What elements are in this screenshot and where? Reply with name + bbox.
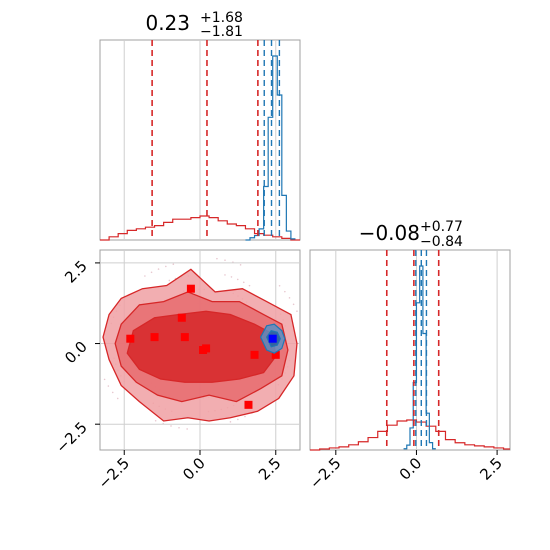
hist1-title-plus: +1.68 (200, 10, 243, 26)
contour-bg-point (103, 378, 106, 381)
contour-bg-point (144, 275, 146, 277)
contour-ytick-label-0: 2.5 (61, 257, 91, 287)
contour-bg-point (296, 310, 298, 312)
contour-ytick-label-2: −2.5 (52, 418, 90, 456)
contour-ytick-label-1: 0.0 (61, 338, 91, 368)
hist2-xtick-label-0: −2.5 (306, 454, 344, 492)
hist2-xtick-label-2: 2.5 (476, 454, 506, 484)
hist2-title-median: −0.08 (359, 221, 420, 245)
red-marker-1 (150, 333, 159, 342)
hist1-blue-histogram (245, 55, 296, 241)
contour-bg-point (186, 428, 188, 430)
contour-bg-point (154, 419, 157, 422)
blue-marker-0 (268, 334, 277, 343)
contour-bg-point (170, 425, 172, 427)
contour-bg-point (111, 391, 114, 394)
hist2-title-plus: +0.77 (420, 219, 463, 235)
contour-bg-point (224, 259, 226, 261)
contour-bg-point (292, 303, 295, 306)
contour-bg-point (288, 297, 291, 299)
hist1-title-minus: −1.81 (200, 24, 243, 40)
red-marker-4 (180, 333, 189, 342)
hist2-blue-histogram (403, 265, 436, 450)
contour-xtick-label-0: −2.5 (95, 454, 133, 492)
contour-bg-point (157, 268, 160, 270)
contour-bg-point (278, 284, 281, 287)
hist2-title-minus: −0.84 (420, 234, 463, 250)
contour-bg-point (244, 415, 246, 418)
hist-panel-param1: 0.23 +1.68 −1.81 (99, 10, 301, 241)
contour-bg-point (248, 284, 251, 287)
red-marker-0 (126, 334, 135, 343)
hist2-red-histogram (310, 419, 510, 451)
contour-bg-point (242, 281, 245, 284)
contour-bg-point (284, 290, 286, 293)
contour-bg-point (178, 426, 180, 429)
red-marker-7 (244, 400, 253, 409)
contour-bg-point (216, 257, 218, 260)
red-marker-8 (250, 350, 259, 359)
contour-bg-point (236, 278, 239, 281)
contour-bg-point (224, 274, 226, 276)
red-marker-3 (177, 313, 186, 322)
red-marker-6 (202, 344, 211, 353)
red-marker-9 (271, 350, 280, 359)
contour-bg-point (229, 421, 232, 423)
contour-bg-point (150, 271, 153, 274)
contour-xtick-label-1: 0.0 (179, 454, 209, 484)
hist2-xtick-label-1: 0.0 (396, 454, 426, 484)
contour-bg-point (165, 265, 167, 268)
hist-panel-param2: −0.08 +0.77 −0.84 (309, 219, 511, 451)
contour-bg-point (172, 263, 175, 266)
contour-bg-point (107, 385, 110, 387)
contour-panel (99, 249, 301, 451)
red-marker-2 (186, 284, 195, 293)
contour-bg-point (230, 276, 233, 278)
hist-panel-param2-frame (309, 249, 511, 451)
contour-bg-point (237, 418, 239, 421)
contour-bg-point (239, 264, 242, 266)
hist1-title-median: 0.23 (145, 11, 190, 35)
contour-bg-point (168, 279, 171, 282)
contour-xtick-label-2: 2.5 (255, 454, 285, 484)
contour-bg-point (116, 397, 119, 400)
